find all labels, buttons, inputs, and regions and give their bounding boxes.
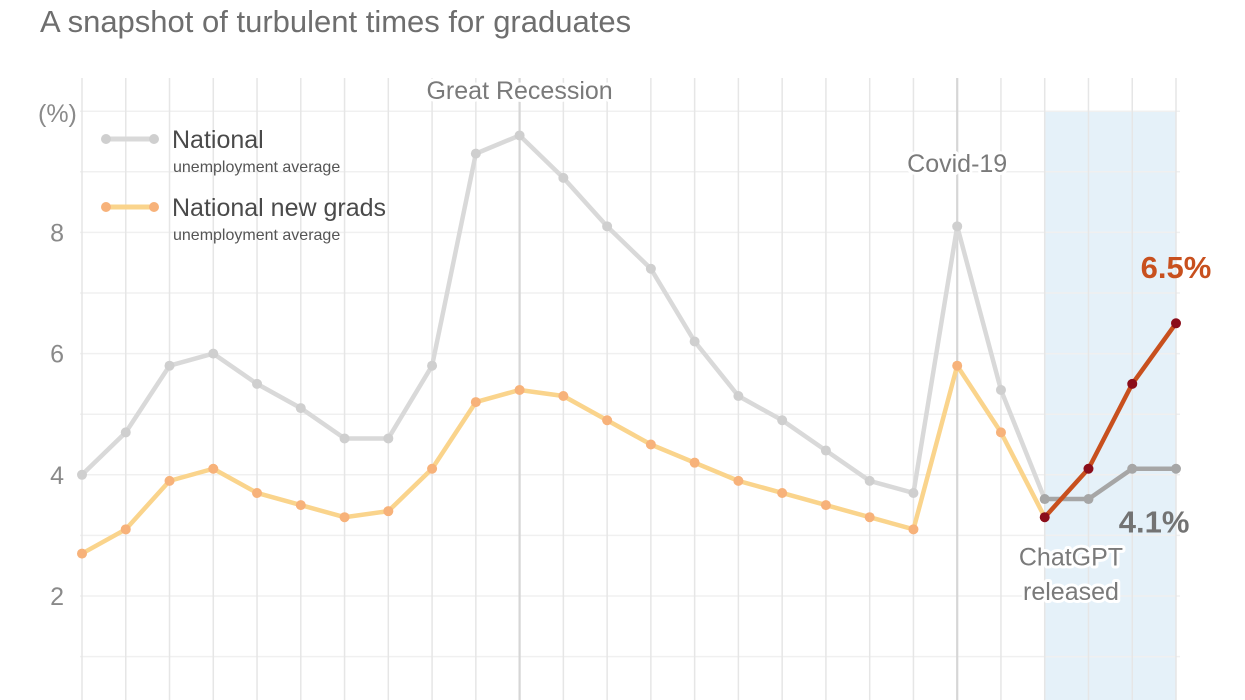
series-1-point-2	[164, 475, 175, 486]
legend-grads-marker-right	[149, 202, 159, 212]
series-1-point-24	[1127, 378, 1138, 389]
series-0-point-19	[908, 487, 919, 498]
legend-grads-label: National new grads	[172, 194, 386, 222]
series-0-point-6	[339, 433, 350, 444]
series-1-point-18	[864, 512, 875, 523]
series-1-point-17	[820, 500, 831, 511]
series-0-point-25	[1171, 463, 1181, 474]
annotation-covid: Covid-19	[907, 150, 1007, 178]
series-0-point-8	[427, 360, 438, 371]
series-0-point-16	[777, 415, 788, 426]
series-1-point-14	[689, 457, 700, 468]
annotation-great-recession: Great Recession	[426, 77, 612, 105]
series-1-point-0	[77, 548, 87, 559]
series-0-point-4	[252, 378, 263, 389]
series-0-point-14	[689, 336, 700, 347]
series-0-point-5	[295, 403, 306, 414]
series-1-point-13	[645, 439, 656, 450]
series-0-point-10	[514, 130, 525, 141]
series-0-point-13	[645, 263, 656, 274]
series-0-point-12	[602, 221, 613, 232]
legend-grads-sublabel: unemployment average	[173, 227, 340, 244]
series-0-point-23	[1083, 494, 1094, 505]
series-1-point-22	[1039, 512, 1050, 523]
series-0-point-24	[1127, 463, 1138, 474]
legend-national-marker-left	[101, 134, 111, 144]
series-0-point-0	[77, 469, 87, 480]
series-0-point-18	[864, 475, 875, 486]
series-0-point-3	[208, 348, 219, 359]
series-0-point-2	[164, 360, 175, 371]
series-1-point-6	[339, 512, 350, 523]
annotations: Great Recession Covid-19 ChatGPT released	[423, 74, 1126, 609]
series-1-point-1	[120, 524, 131, 535]
series-1-point-19	[908, 524, 919, 535]
legend: National unemployment average National n…	[101, 126, 386, 244]
series-1-point-7	[383, 506, 394, 517]
annotation-chatgpt-2: released	[1023, 578, 1119, 606]
chatgpt-era-highlight-band	[1044, 112, 1176, 700]
series-0-point-22	[1039, 494, 1050, 505]
series-1-point-23	[1083, 463, 1094, 474]
legend-national-marker-right	[149, 134, 159, 144]
series-0-point-7	[383, 433, 394, 444]
series-1-point-9	[470, 397, 481, 408]
series-1-point-20	[952, 360, 963, 371]
y-axis: (%) 2 4 6 8	[38, 100, 77, 611]
y-axis-unit-label: (%)	[38, 100, 77, 128]
series-0-point-17	[820, 445, 831, 456]
series-1-point-16	[777, 487, 788, 498]
chart-title: A snapshot of turbulent times for gradua…	[40, 4, 631, 39]
series-1-point-5	[295, 500, 306, 511]
series-1-point-12	[602, 415, 613, 426]
series-1-point-21	[995, 427, 1006, 438]
series-1-recent-line	[1042, 321, 1179, 520]
series-0-recent-line	[1042, 466, 1179, 502]
vertical-gridlines	[81, 78, 1177, 700]
series-0-point-15	[733, 391, 744, 402]
end-label-national-end: 4.1%	[1119, 504, 1190, 539]
series-0-point-21	[995, 384, 1006, 395]
horizontal-gridlines	[80, 110, 1180, 658]
series-1-point-4	[252, 487, 263, 498]
end-label-grads-end: 6.5%	[1141, 250, 1212, 285]
series-0-point-9	[470, 148, 481, 159]
series-0-point-20	[952, 221, 963, 232]
legend-grads-marker-left	[101, 202, 111, 212]
series-1-point-8	[427, 463, 438, 474]
series-0-point-1	[120, 427, 131, 438]
series-1-point-25	[1171, 318, 1181, 329]
series-1-point-11	[558, 391, 569, 402]
legend-national-sublabel: unemployment average	[173, 159, 340, 176]
series-1-point-3	[208, 463, 219, 474]
series-markers	[77, 130, 1181, 559]
series-1-point-10	[514, 384, 525, 395]
annotation-chatgpt-1: ChatGPT	[1019, 544, 1123, 572]
end-value-labels: 6.5% 4.1%	[1119, 250, 1212, 540]
series-1-point-15	[733, 475, 744, 486]
y-tick-label-8: 8	[50, 219, 64, 247]
y-tick-label-6: 6	[50, 341, 64, 369]
series-0-point-11	[558, 172, 569, 183]
y-tick-label-2: 2	[50, 583, 64, 611]
y-tick-label-4: 4	[50, 462, 64, 490]
legend-national-label: National	[172, 126, 264, 154]
